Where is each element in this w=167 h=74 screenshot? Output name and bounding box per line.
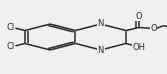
Text: O: O [135,12,142,21]
Text: N: N [98,46,104,55]
Text: Cl: Cl [6,23,15,32]
Text: OH: OH [132,43,145,52]
Text: O: O [150,24,157,33]
Text: Cl: Cl [6,42,15,51]
Text: N: N [98,19,104,28]
